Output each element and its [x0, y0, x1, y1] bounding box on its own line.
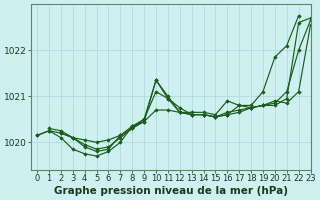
- X-axis label: Graphe pression niveau de la mer (hPa): Graphe pression niveau de la mer (hPa): [54, 186, 288, 196]
